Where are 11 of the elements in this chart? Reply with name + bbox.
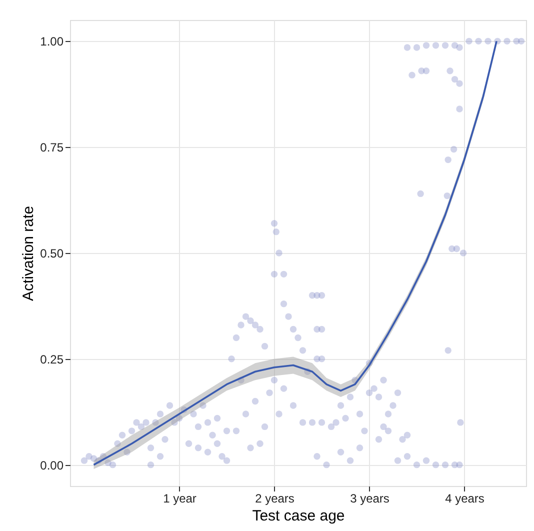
y-tick-label: 0.25 — [40, 352, 64, 366]
x-tick-label: 1 year — [163, 492, 196, 506]
y-axis-title: Activation rate — [20, 206, 38, 302]
x-tick-label: 2 years — [255, 492, 294, 506]
y-tick-label: 1.00 — [40, 34, 64, 49]
x-tick-label: 4 years — [445, 492, 484, 506]
y-tick-label: 0.00 — [40, 458, 64, 472]
x-tick-label: 3 years — [350, 492, 390, 506]
y-tick-label: 0.50 — [40, 246, 64, 260]
x-axis-title: Test case age — [252, 508, 345, 524]
y-tick-label: 0.75 — [40, 140, 64, 155]
